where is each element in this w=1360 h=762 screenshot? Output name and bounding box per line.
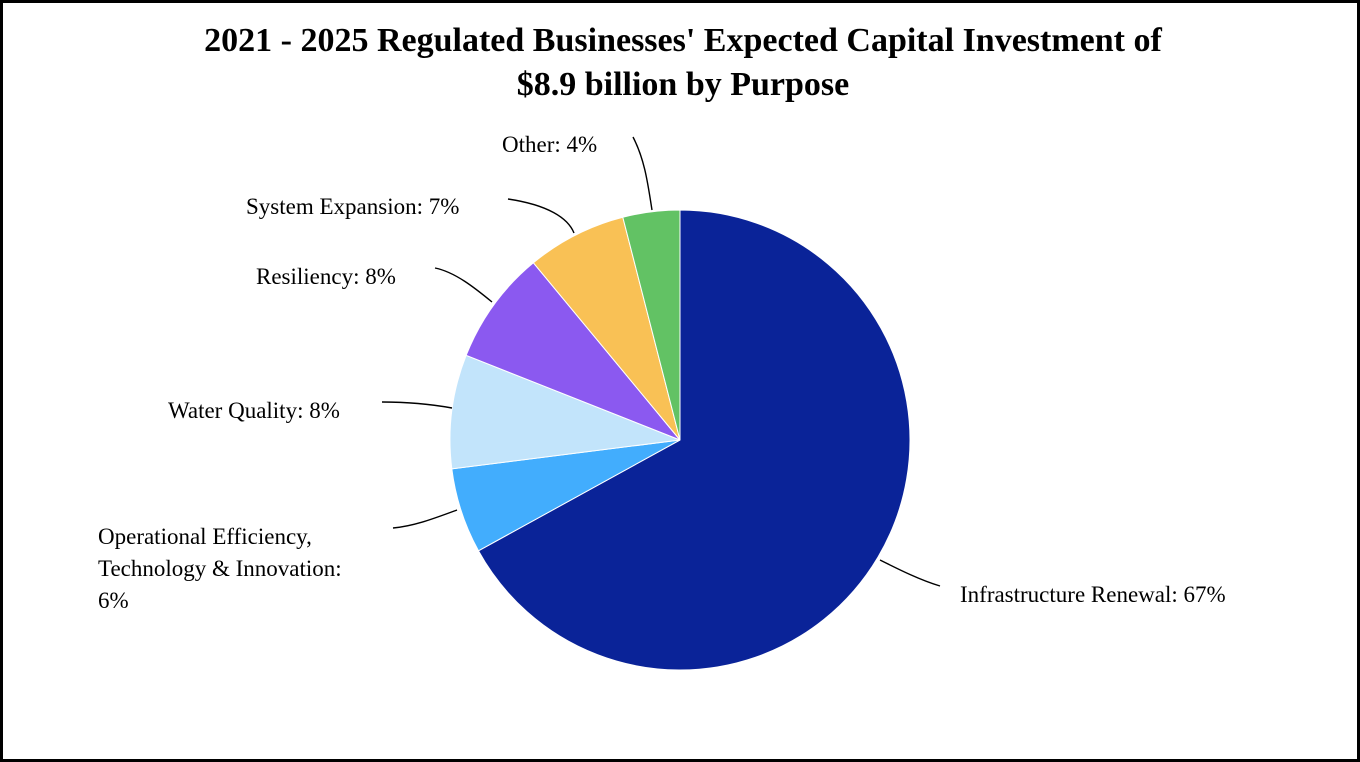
leader-line-operational-efficiency bbox=[392, 509, 458, 529]
chart-title-line-1: 2021 - 2025 Regulated Businesses' Expect… bbox=[204, 22, 1162, 59]
leader-line-resiliency bbox=[434, 267, 493, 303]
pie-slices bbox=[449, 209, 911, 671]
leader-line-infrastructure-renewal bbox=[879, 559, 941, 587]
slice-label-resiliency: Resiliency: 8% bbox=[256, 264, 396, 289]
pie-slice-infrastructure-renewal bbox=[477, 209, 911, 671]
pie-slice-other bbox=[622, 209, 681, 441]
slice-label-operational-efficiency-line-2: Technology & Innovation: bbox=[98, 556, 342, 581]
slice-label-system-expansion: System Expansion: 7% bbox=[246, 194, 459, 219]
pie-slice-water-quality bbox=[449, 354, 681, 470]
leader-line-water-quality bbox=[381, 401, 453, 409]
slice-label-operational-efficiency-line-3: 6% bbox=[98, 588, 129, 613]
slice-label-infrastructure-renewal: Infrastructure Renewal: 67% bbox=[960, 582, 1226, 607]
pie-slice-system-expansion bbox=[532, 216, 681, 441]
slice-label-water-quality: Water Quality: 8% bbox=[168, 398, 340, 423]
slice-label-operational-efficiency-line-1: Operational Efficiency, bbox=[98, 524, 312, 549]
leader-line-other bbox=[632, 136, 653, 211]
chart-title-line-2: $8.9 billion by Purpose bbox=[516, 66, 850, 103]
slice-label-other: Other: 4% bbox=[502, 132, 597, 157]
slice-label-operational-efficiency: Operational Efficiency, Technology & Inn… bbox=[98, 524, 347, 613]
pie-slice-resiliency bbox=[465, 262, 681, 441]
leader-line-system-expansion bbox=[507, 198, 575, 234]
chart-title: 2021 - 2025 Regulated Businesses' Expect… bbox=[3, 19, 1360, 107]
